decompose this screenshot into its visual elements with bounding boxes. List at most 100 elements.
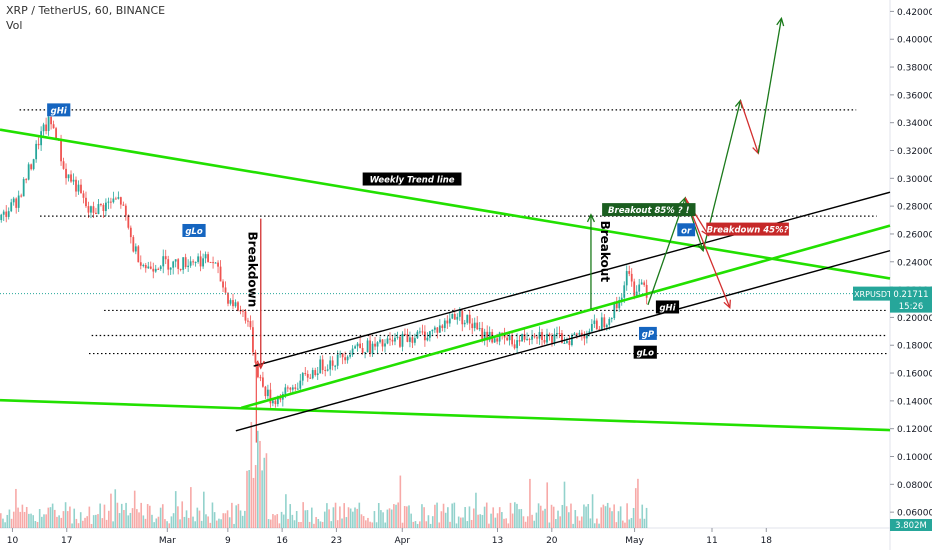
volume-bar <box>479 514 482 528</box>
volume-bar <box>503 518 505 528</box>
annotation-box[interactable] <box>633 345 657 359</box>
candle <box>192 261 195 263</box>
volume-bar <box>451 503 453 528</box>
trend-line-channel-top[interactable] <box>253 191 891 367</box>
volume-bar <box>118 513 121 528</box>
candle <box>600 317 603 331</box>
volume-bar <box>524 521 527 528</box>
candle <box>154 268 157 272</box>
volume-bar <box>580 516 583 528</box>
annotation-box[interactable] <box>602 203 696 217</box>
candle <box>573 333 576 336</box>
volume-bar <box>17 507 19 528</box>
volume-bar <box>630 517 633 528</box>
annotation-box[interactable] <box>639 326 657 340</box>
candle <box>446 320 449 324</box>
volume-bar <box>62 511 65 528</box>
annotation-box[interactable] <box>655 300 680 314</box>
candle <box>501 332 504 334</box>
volume-bar <box>146 504 149 528</box>
volume-bar <box>107 510 110 528</box>
candle <box>498 332 501 342</box>
volume-bar <box>300 522 302 528</box>
x-tick-label: 20 <box>546 536 558 546</box>
volume-bar <box>399 475 402 528</box>
candle <box>468 314 471 324</box>
candle <box>531 336 533 340</box>
volume-bar <box>15 488 17 528</box>
y-tick-label: 0.38000 <box>897 64 932 74</box>
candle <box>197 256 200 262</box>
volume-bar <box>267 519 270 528</box>
volume-bar <box>431 516 434 528</box>
candle <box>114 198 117 200</box>
volume-bar <box>190 487 192 528</box>
candle <box>30 164 33 170</box>
annotation-label: gHi <box>659 303 676 313</box>
candle <box>321 359 324 371</box>
volume-bar <box>261 470 263 528</box>
candle <box>610 318 613 320</box>
candle <box>369 340 371 354</box>
candle <box>630 273 633 282</box>
trend-line-weekly-upper[interactable] <box>0 128 891 280</box>
x-tick-label: 18 <box>761 536 773 546</box>
annotation-box[interactable] <box>677 223 696 237</box>
volume-bar <box>615 522 618 528</box>
annotation-box[interactable] <box>362 172 462 186</box>
volume-bar <box>194 521 196 528</box>
candle <box>254 352 257 363</box>
candle <box>334 365 337 367</box>
volume-bar <box>181 501 184 528</box>
candle <box>590 323 593 332</box>
annotation-box[interactable] <box>47 103 71 117</box>
candle <box>448 318 451 324</box>
volume-bar <box>97 514 99 528</box>
annotation-label: gP <box>642 330 655 340</box>
volume-indicator-label[interactable]: Vol <box>6 19 23 32</box>
volume-bar <box>280 511 283 528</box>
candle <box>202 258 204 267</box>
candle <box>271 400 274 404</box>
candle <box>566 340 568 343</box>
annotation-box[interactable] <box>706 222 789 236</box>
volume-bar <box>8 509 11 528</box>
volume-bar <box>429 523 432 528</box>
volume-bar <box>311 507 313 528</box>
volume-bar <box>79 512 82 528</box>
volume-bar <box>237 503 240 528</box>
candle <box>421 331 424 333</box>
volume-bar <box>447 507 449 528</box>
projection-arrow[interactable] <box>739 100 759 154</box>
trend-line-channel-mid[interactable] <box>240 224 891 410</box>
symbol-title[interactable]: XRP / TetherUS, 60, BINANCE <box>6 4 166 17</box>
volume-bar <box>43 514 45 528</box>
annotation-box[interactable] <box>182 223 206 237</box>
candle <box>214 262 217 264</box>
volume-bar <box>377 503 380 528</box>
candle <box>149 266 152 269</box>
candle <box>536 337 538 339</box>
candle <box>217 262 219 267</box>
trend-line-lower-green[interactable] <box>0 398 891 432</box>
projection-arrow[interactable] <box>757 18 783 154</box>
volume-bar <box>613 504 615 528</box>
volume-bar <box>468 506 471 528</box>
volume-bar <box>639 518 641 528</box>
volume-bar <box>101 518 104 528</box>
volume-bar <box>371 522 374 528</box>
volume-bar <box>645 507 648 528</box>
volume-bar <box>574 510 577 528</box>
volume-bar <box>257 430 259 528</box>
volume-bar <box>345 517 348 528</box>
candle <box>77 184 80 192</box>
volume-bar <box>604 506 607 528</box>
volume-bar <box>133 490 136 528</box>
trend-line-channel-bottom[interactable] <box>235 249 891 432</box>
volume-bar <box>215 520 218 528</box>
volume-bar <box>166 521 168 528</box>
volume-bar <box>211 502 214 528</box>
volume-bar <box>380 510 382 528</box>
